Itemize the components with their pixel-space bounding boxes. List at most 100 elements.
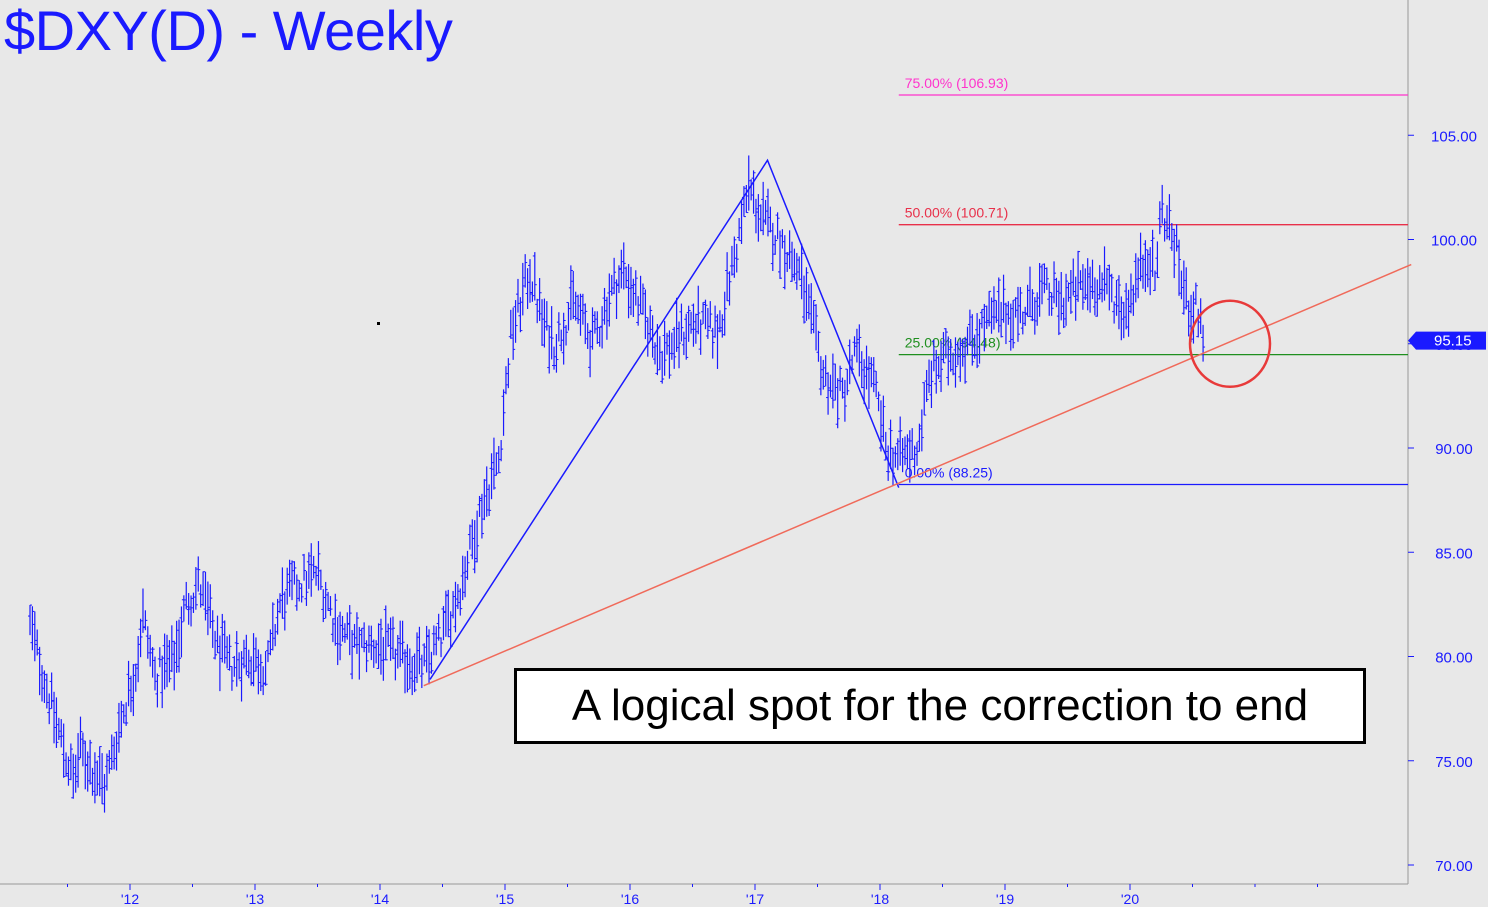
price-bar: [1201, 324, 1206, 362]
price-bar: [679, 303, 684, 342]
price-bar: [167, 640, 172, 683]
price-bar: [854, 328, 859, 363]
price-bar: [552, 346, 557, 370]
price-bar: [1040, 264, 1045, 305]
price-bar: [1126, 289, 1131, 337]
price-bar: [32, 611, 37, 662]
price-bar: [835, 378, 840, 429]
price-bar: [597, 326, 602, 347]
price-bar: [554, 334, 559, 373]
price-bar: [1097, 265, 1102, 300]
price-bar: [640, 283, 645, 315]
price-bar: [287, 559, 292, 597]
price-bar: [806, 284, 811, 320]
price-bar: [92, 752, 97, 804]
price-bar: [946, 336, 951, 386]
price-bar: [405, 644, 410, 693]
price-bar: [705, 307, 710, 339]
x-tick-label: '20: [1121, 891, 1139, 907]
price-bar: [261, 666, 266, 696]
price-bar: [37, 646, 42, 696]
price-bar: [1114, 280, 1119, 316]
price-bar: [571, 270, 576, 320]
x-tick-label: '16: [621, 891, 639, 907]
price-bar: [491, 437, 496, 490]
price-bar: [424, 625, 429, 673]
price-bar: [128, 675, 133, 713]
price-bar: [532, 252, 537, 301]
price-bar: [631, 278, 636, 318]
price-bar: [1008, 303, 1013, 351]
price-bar: [292, 561, 297, 585]
price-bar: [280, 567, 285, 619]
price-bar: [246, 649, 251, 679]
price-bar: [143, 610, 148, 631]
price-bar: [782, 235, 787, 290]
price-bar: [97, 746, 102, 797]
price-bar: [369, 625, 374, 661]
price-bar: [193, 567, 198, 610]
price-bar: [1025, 284, 1030, 317]
price-bar: [227, 634, 232, 671]
price-bars: [28, 155, 1206, 813]
price-bar: [364, 640, 369, 673]
price-bar: [857, 324, 862, 377]
price-bar: [479, 493, 484, 539]
price-bar: [362, 622, 367, 653]
price-bar: [345, 612, 350, 640]
price-bar: [713, 305, 718, 338]
price-bar: [470, 519, 475, 560]
price-bar: [191, 592, 196, 613]
price-bar: [1116, 275, 1121, 330]
price-bar: [76, 733, 81, 788]
price-bar: [955, 341, 960, 366]
x-tick-label: '15: [496, 891, 514, 907]
price-bar: [958, 337, 963, 382]
price-bar: [741, 186, 746, 218]
price-bar: [494, 452, 499, 476]
price-bar: [1003, 302, 1008, 345]
price-bar: [215, 615, 220, 654]
price-bar: [453, 581, 458, 633]
price-bar: [42, 670, 47, 704]
price-bar: [691, 303, 696, 347]
price-bar: [826, 372, 831, 415]
price-bar: [515, 278, 520, 313]
price-bar: [1028, 266, 1032, 318]
price-bar: [357, 626, 362, 680]
price-bar: [811, 299, 816, 334]
price-bar: [465, 550, 470, 580]
price-bar: [196, 556, 201, 592]
price-bar: [592, 311, 597, 334]
price-bar: [393, 648, 398, 681]
x-tick-label: '13: [246, 891, 264, 907]
price-bar: [970, 314, 975, 366]
price-bar: [463, 556, 468, 598]
price-bar: [299, 583, 304, 603]
price-bar: [934, 349, 939, 394]
price-bar: [556, 312, 561, 342]
y-tick-label: 80.00: [1435, 650, 1473, 667]
price-bar: [780, 229, 785, 249]
price-bar: [876, 391, 881, 412]
price-bar: [1049, 292, 1054, 316]
price-bar: [342, 623, 347, 643]
price-bar: [941, 331, 946, 364]
price-bar: [573, 291, 578, 321]
price-bar: [249, 656, 254, 686]
price-bar: [720, 314, 725, 338]
price-bar: [422, 643, 427, 667]
price-bar: [273, 623, 278, 647]
price-bar: [912, 445, 917, 476]
y-tick-label: 100.00: [1431, 233, 1477, 250]
price-bar: [1150, 229, 1155, 277]
price-bar: [619, 249, 624, 289]
price-bar: [1030, 289, 1035, 322]
price-bar: [314, 565, 319, 586]
price-bar: [787, 230, 792, 269]
price-bar: [951, 352, 956, 376]
price-bar: [1104, 267, 1109, 295]
y-axis: 70.0075.0080.0085.0090.0095.00100.00105.…: [1408, 128, 1477, 875]
price-bar: [739, 200, 744, 244]
price-bar: [234, 631, 239, 687]
